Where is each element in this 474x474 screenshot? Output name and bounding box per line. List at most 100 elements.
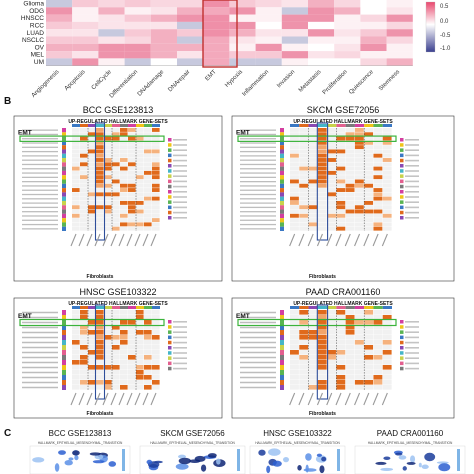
- heatmap-cell: [327, 330, 336, 335]
- heatmap-cell: [327, 140, 336, 145]
- heatmap-cell: [104, 145, 112, 150]
- heatmap-cell: [364, 175, 374, 180]
- geneset-row-label: [240, 223, 276, 226]
- geneset-row-label: [240, 181, 276, 183]
- heatmap-cell: [308, 196, 318, 201]
- heatmap-cell: [364, 162, 374, 167]
- heatmap-cell: [373, 153, 383, 158]
- heatmap-cell: [299, 365, 309, 370]
- heatmap-cell: [72, 0, 99, 8]
- celltype-label: [110, 233, 117, 247]
- legend-label: [173, 206, 187, 209]
- heatmap-cell: [136, 132, 144, 137]
- heatmap-cell: [373, 136, 383, 141]
- heatmap-cell: [112, 170, 120, 175]
- celltype-color-tag: [152, 124, 160, 127]
- heatmap-cell: [98, 51, 125, 59]
- heatmap-cell: [80, 145, 88, 150]
- heatmap-cell: [334, 43, 361, 52]
- heatmap-cell: [88, 162, 96, 167]
- heatmap-cell: [177, 58, 204, 66]
- heatmap-cell: [136, 166, 144, 171]
- heatmap-cell: [136, 335, 144, 340]
- panel-b-label: B: [4, 96, 11, 107]
- heatmap-cell: [336, 380, 346, 385]
- heatmap-cell: [354, 310, 364, 315]
- heatmap-cell: [120, 385, 128, 390]
- heatmap-cell: [120, 209, 128, 214]
- heatmap-cell: [128, 213, 136, 218]
- heatmap-cell: [373, 149, 383, 154]
- heatmap-cell: [281, 0, 308, 8]
- heatmap-cell: [255, 0, 282, 8]
- geneset-row-label: [240, 311, 276, 314]
- heatmap-cell: [373, 350, 383, 355]
- geneset-color-tag: [280, 385, 284, 390]
- heatmap-cell: [364, 196, 374, 201]
- heatmap-cell: [386, 14, 413, 22]
- legend-swatch: [400, 216, 404, 220]
- heatmap-cell: [317, 226, 327, 231]
- colorbar-tick: -1.0: [440, 46, 451, 52]
- heatmap-cell: [72, 226, 80, 231]
- heatmap-cell: [345, 330, 355, 335]
- heatmap-cell: [128, 365, 136, 370]
- geneset-row-label: [22, 159, 58, 161]
- heatmap-cell: [104, 325, 112, 330]
- heatmap-cell: [345, 209, 355, 214]
- heatmap-cell: [152, 360, 160, 365]
- heatmap-cell: [104, 310, 112, 315]
- heatmap-cell: [144, 222, 152, 227]
- heatmap-cell: [136, 149, 144, 154]
- heatmap-cell: [104, 183, 112, 188]
- heatmap-cell: [290, 170, 299, 175]
- emt-highlight-box: [202, 0, 238, 68]
- heatmap-cell: [360, 36, 387, 44]
- umap-colorbar: [122, 449, 125, 471]
- heatmap-cell: [308, 345, 318, 350]
- heatmap-cell: [373, 170, 383, 175]
- geneset-color-tag: [280, 218, 284, 223]
- geneset-color-tag: [280, 315, 284, 320]
- heatmap-cell: [144, 179, 152, 184]
- heatmap-cell: [96, 162, 104, 167]
- heatmap-cell: [308, 145, 318, 150]
- heatmap-cell: [72, 175, 80, 180]
- heatmap-cell: [46, 0, 73, 8]
- legend-label: [405, 191, 419, 193]
- heatmap-cell: [136, 350, 144, 355]
- heatmap-cell: [120, 365, 128, 370]
- heatmap-cell: [308, 205, 318, 210]
- geneset-row-label: [240, 206, 276, 209]
- heatmap-cell: [96, 325, 104, 330]
- heatmap-cell: [152, 158, 160, 162]
- heatmap-cell: [80, 370, 88, 375]
- heatmap-cell: [104, 192, 112, 197]
- heatmap-cell: [382, 340, 392, 345]
- panel-subtitle: UP-REGULATED HALLMARK GENE-SETS: [68, 119, 168, 125]
- heatmap-cell: [360, 14, 387, 22]
- heatmap-cell: [128, 128, 136, 132]
- heatmap-cell: [144, 375, 152, 380]
- heatmap-cell: [308, 222, 318, 227]
- heatmap-column-label: Inflammation: [242, 69, 271, 98]
- heatmap-column-labels: Angiogenesis Apoptosis CellCycleDifferenti…: [31, 69, 401, 100]
- heatmap-cell: [136, 375, 144, 380]
- geneset-row-label: [240, 356, 276, 359]
- heatmap-cell: [336, 222, 346, 227]
- heatmap-cell: [382, 213, 392, 218]
- heatmap-cell: [373, 355, 383, 360]
- heatmap-cell: [364, 226, 374, 231]
- legend-swatch: [168, 340, 172, 345]
- geneset-color-tag: [62, 380, 66, 385]
- heatmap-cell: [128, 370, 136, 375]
- legend-label: [173, 139, 187, 141]
- heatmap-cell: [72, 370, 80, 375]
- heatmap-cell: [364, 315, 374, 320]
- celltype-color-tag: [290, 124, 300, 127]
- legend-label: [173, 352, 187, 354]
- heatmap-cell: [136, 128, 144, 132]
- heatmap-cell: [354, 170, 364, 175]
- heatmap-cell: [308, 340, 318, 345]
- geneset-row-label: [22, 219, 58, 221]
